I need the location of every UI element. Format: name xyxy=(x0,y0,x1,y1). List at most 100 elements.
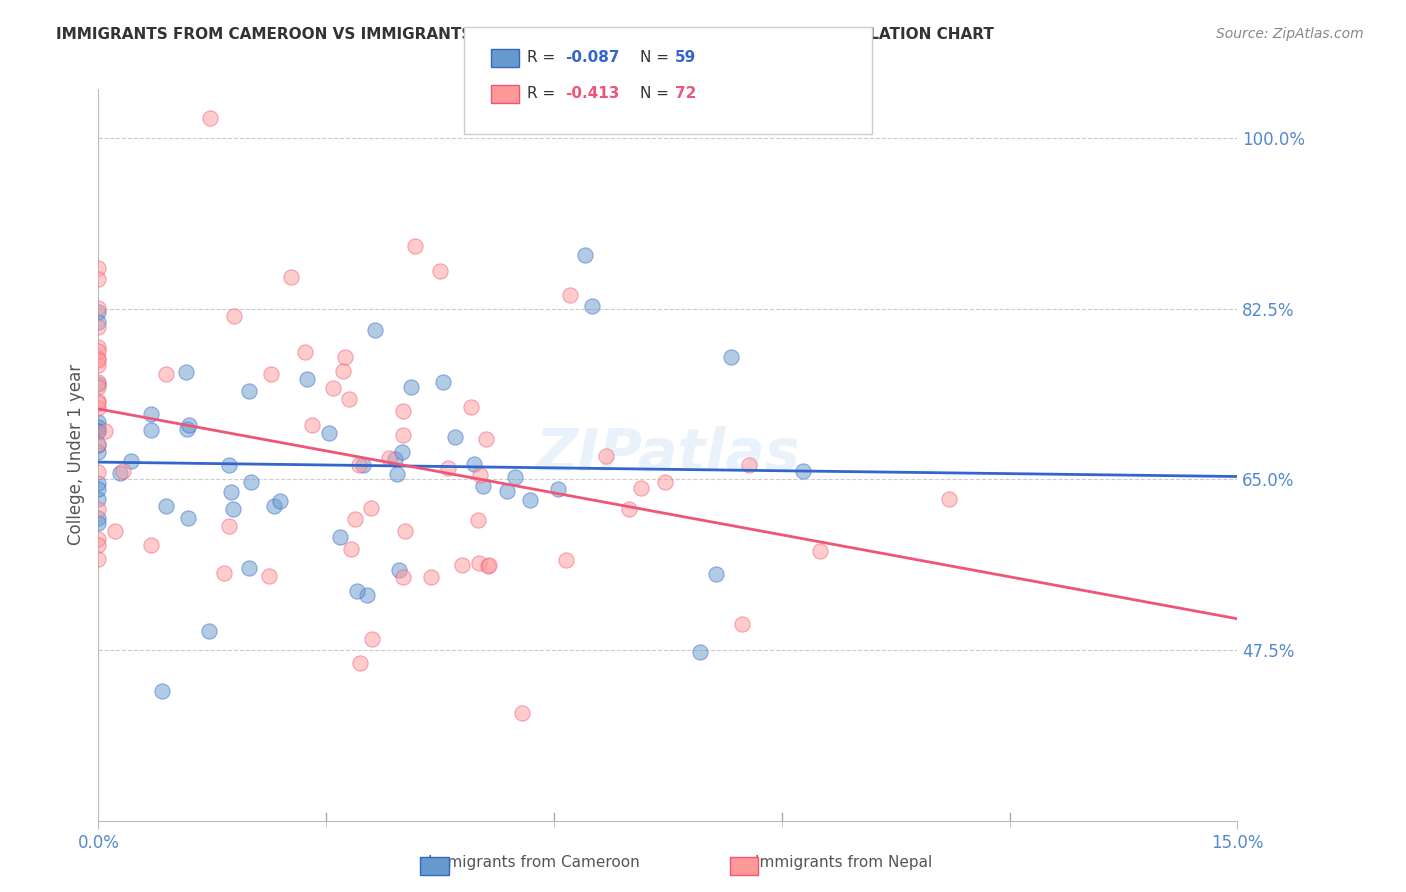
Point xyxy=(475,432,498,446)
Text: Source: ZipAtlas.com: Source: ZipAtlas.com xyxy=(1216,27,1364,41)
Point xyxy=(87,358,110,372)
Point xyxy=(87,502,110,516)
Point xyxy=(468,556,491,570)
Point xyxy=(792,464,814,478)
Point xyxy=(150,684,173,698)
Point xyxy=(87,396,110,410)
Text: Immigrants from Nepal: Immigrants from Nepal xyxy=(755,855,932,870)
Point xyxy=(141,424,163,438)
Point xyxy=(240,475,263,489)
Point xyxy=(87,375,110,389)
Point xyxy=(87,445,110,459)
Point xyxy=(392,428,415,442)
Text: N =: N = xyxy=(640,51,673,65)
Point xyxy=(730,616,752,631)
Point xyxy=(519,492,541,507)
Point xyxy=(87,465,110,479)
Point xyxy=(689,645,711,659)
Point xyxy=(280,269,302,284)
Text: 59: 59 xyxy=(675,51,696,65)
Point xyxy=(432,375,454,389)
Point xyxy=(654,475,676,489)
Point xyxy=(503,470,526,484)
Point xyxy=(360,501,382,516)
Point xyxy=(87,315,110,329)
Point xyxy=(87,320,110,334)
Point xyxy=(87,516,110,531)
Point xyxy=(238,561,260,575)
Point xyxy=(104,524,127,539)
Point xyxy=(385,467,408,481)
Point xyxy=(346,583,368,598)
Point xyxy=(87,424,110,438)
Point xyxy=(460,400,482,414)
Point xyxy=(174,365,197,379)
Point xyxy=(392,569,415,583)
Point xyxy=(444,430,467,444)
Point xyxy=(94,424,117,438)
Point xyxy=(404,239,426,253)
Point xyxy=(377,451,399,466)
Point xyxy=(155,367,177,381)
Point xyxy=(139,539,162,553)
Point xyxy=(332,363,354,377)
Point xyxy=(87,376,110,391)
Point xyxy=(87,272,110,286)
Point xyxy=(177,510,200,524)
Text: N =: N = xyxy=(640,87,673,101)
Point xyxy=(259,367,281,381)
Point xyxy=(139,407,162,421)
Point xyxy=(463,457,485,471)
Point xyxy=(87,420,110,434)
Point xyxy=(720,351,742,365)
Point xyxy=(581,299,603,313)
Point xyxy=(617,502,640,516)
Point xyxy=(574,248,596,262)
Point xyxy=(394,524,416,538)
Point xyxy=(87,511,110,525)
Point xyxy=(198,112,221,126)
Point xyxy=(87,476,110,491)
Point xyxy=(212,566,235,580)
Point xyxy=(391,444,413,458)
Text: ZIPatlas: ZIPatlas xyxy=(536,426,800,483)
Point xyxy=(87,437,110,451)
Point xyxy=(87,305,110,319)
Point xyxy=(364,323,387,337)
Point xyxy=(87,424,110,438)
Point xyxy=(595,449,617,463)
Text: R =: R = xyxy=(527,51,561,65)
Point xyxy=(87,340,110,354)
Point xyxy=(478,558,501,573)
Point xyxy=(344,512,367,526)
Point xyxy=(558,288,581,302)
Point xyxy=(547,482,569,496)
Point xyxy=(450,558,472,573)
Point xyxy=(477,558,499,573)
Point xyxy=(219,485,242,500)
Point xyxy=(419,570,441,584)
Point xyxy=(356,588,378,602)
Point xyxy=(218,458,240,472)
Point xyxy=(333,350,356,364)
Point xyxy=(349,458,371,472)
Text: 72: 72 xyxy=(675,87,696,101)
Point xyxy=(337,392,360,406)
Text: R =: R = xyxy=(527,87,561,101)
Point xyxy=(218,518,240,533)
Point xyxy=(87,394,110,409)
Point xyxy=(259,569,281,583)
Text: -0.087: -0.087 xyxy=(565,51,620,65)
Point xyxy=(467,513,489,527)
Point xyxy=(388,563,411,577)
Text: -0.413: -0.413 xyxy=(565,87,620,101)
Point xyxy=(87,532,110,546)
Point xyxy=(384,452,406,467)
Point xyxy=(263,499,285,513)
Point xyxy=(554,553,576,567)
Point xyxy=(349,656,371,670)
Point xyxy=(87,401,110,416)
Point xyxy=(704,567,727,582)
Point xyxy=(810,544,832,558)
Point xyxy=(938,492,960,507)
